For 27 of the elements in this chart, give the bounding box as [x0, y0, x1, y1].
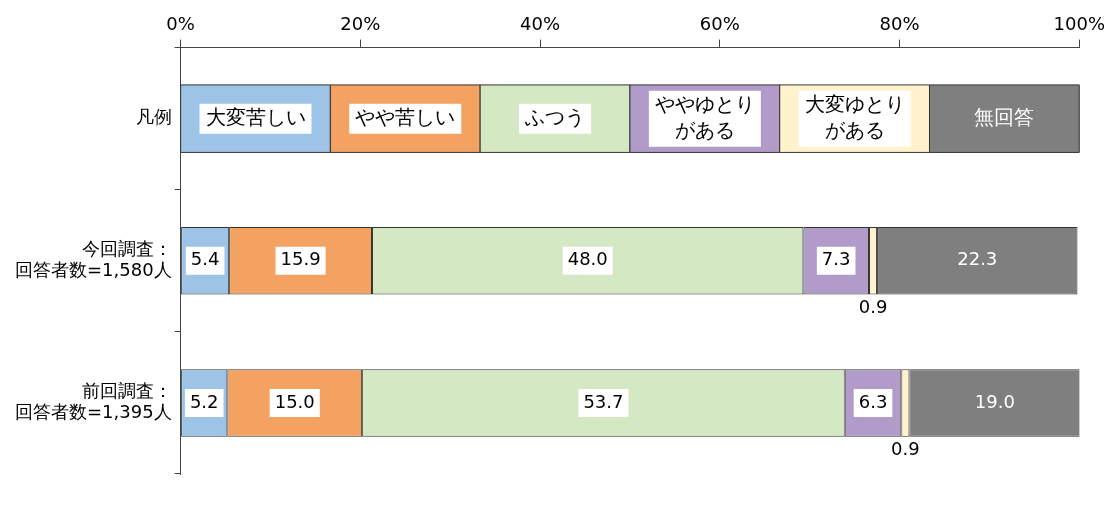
- x-tick-label: 60%: [699, 13, 740, 35]
- legend-title: 凡例: [135, 106, 172, 128]
- data-label: 22.3: [957, 248, 998, 270]
- data-label: 7.3: [821, 248, 851, 270]
- x-tick-label: 0%: [166, 13, 195, 35]
- data-label: 5.2: [189, 390, 219, 412]
- text: ふつう: [524, 104, 586, 129]
- data-label: 0.9: [858, 296, 888, 318]
- x-tick-label: 20%: [340, 13, 381, 35]
- data-label: 48.0: [567, 248, 608, 270]
- text: やや苦しい: [355, 104, 456, 129]
- data-label: 0.9: [891, 438, 920, 460]
- data-label: 53.7: [583, 390, 624, 412]
- text: 無回答: [974, 104, 1035, 129]
- x-tick-label: 40%: [520, 13, 561, 35]
- y-tick-label: 今回調査：回答者数=1,580人: [14, 237, 172, 281]
- data-label: 5.4: [190, 248, 220, 270]
- data-label: 15.0: [274, 390, 315, 412]
- data-label: 19.0: [974, 390, 1015, 412]
- data-label: 15.9: [280, 248, 321, 270]
- x-tick-label: 80%: [879, 13, 920, 35]
- text: 大変苦しい: [205, 104, 306, 129]
- text: 大変ゆとりがある: [804, 91, 905, 142]
- text: ややゆとりがある: [654, 91, 755, 142]
- data-label: 6.3: [858, 390, 888, 412]
- y-tick-label: 前回調査：回答者数=1,395人: [14, 379, 172, 423]
- x-tick-label: 100%: [1053, 13, 1105, 35]
